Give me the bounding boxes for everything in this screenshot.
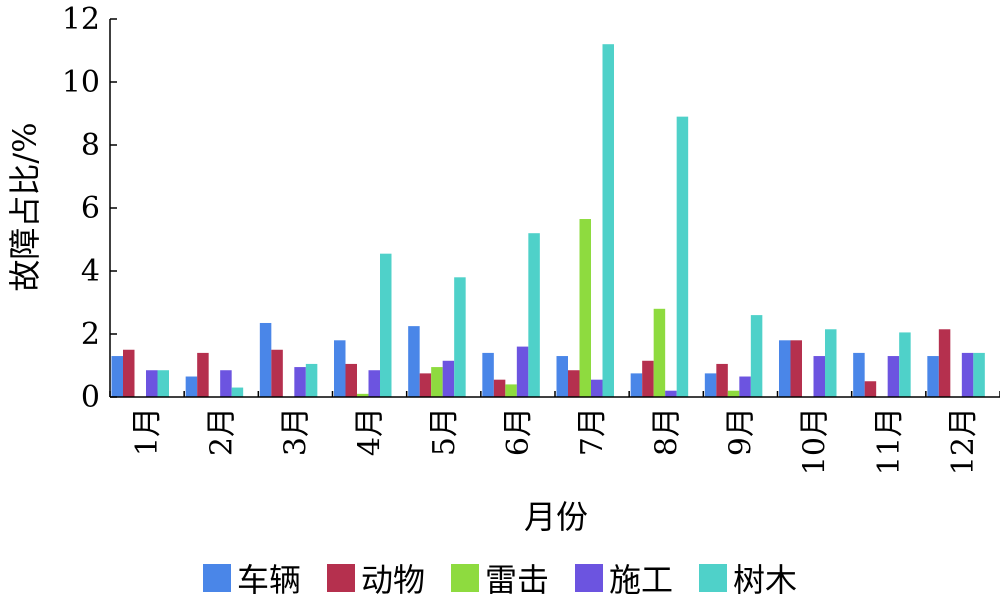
y-tick-label: 4 [81,254,100,289]
bar-雷击-4月 [357,393,369,397]
x-tick-label: 12月 [946,407,981,475]
bar-车辆-11月 [853,352,865,397]
bar-树木-9月 [750,315,763,397]
bar-动物-10月 [790,340,802,397]
bar-动物-12月 [938,329,951,397]
x-tick-label: 7月 [575,407,610,456]
bar-树木-12月 [973,352,985,397]
legend-label: 雷击 [484,560,549,599]
bar-动物-8月 [642,360,654,397]
bar-车辆-10月 [779,340,791,397]
bar-动物-2月 [197,352,209,397]
bar-树木-3月 [305,363,318,397]
bar-施工-10月 [813,356,825,397]
legend-item: 雷击 [450,555,549,601]
legend-label: 树木 [733,560,798,599]
legend-swatch [575,563,603,592]
bar-树木-7月 [602,44,614,397]
bar-树木-5月 [454,277,466,397]
bar-施工-2月 [220,370,232,397]
bar-车辆-8月 [630,373,643,398]
y-axis-title: 故障占比/% [6,122,44,291]
x-tick-label: 1月 [130,407,165,456]
legend-item: 车辆 [202,555,301,601]
bar-树木-6月 [528,233,540,397]
bars-layer [111,44,985,398]
x-tick-label: 4月 [353,407,388,456]
bar-车辆-3月 [259,322,272,397]
tick-labels-layer: 0 2 4 6 8 10 12 1月 2月 3月 4月 5月 6月 7月 8月 9月 10月 11月 12月 [62,2,981,475]
legend-label: 动物 [360,560,425,599]
bar-施工-1月 [146,370,158,397]
legend-item: 树木 [699,555,797,601]
x-tick-label: 8月 [649,407,684,456]
bar-施工-5月 [442,360,455,397]
bar-雷击-9月 [727,390,740,397]
bar-施工-7月 [591,379,603,397]
bar-施工-3月 [294,367,306,397]
bar-车辆-1月 [111,356,123,397]
legend-label: 车辆 [236,560,301,599]
bar-车辆-9月 [704,373,717,398]
bar-动物-11月 [864,381,877,397]
x-tick-label: 10月 [798,407,833,475]
legend-swatch [699,563,728,592]
bar-树木-2月 [231,387,244,397]
bar-车辆-12月 [927,356,939,397]
bar-动物-3月 [271,349,283,397]
bar-施工-4月 [368,370,380,397]
bar-施工-8月 [665,390,677,397]
bar-动物-6月 [493,379,506,397]
bar-施工-11月 [887,356,900,397]
bar-施工-6月 [516,346,529,397]
bar-动物-5月 [419,373,432,398]
bar-车辆-5月 [408,326,420,398]
legend-swatch [450,563,479,592]
x-tick-label: 6月 [501,407,536,456]
bar-车辆-6月 [482,352,494,397]
legend-swatch [326,563,355,592]
bar-树木-8月 [676,116,689,398]
bar-车辆-4月 [334,340,346,397]
y-tick-label: 6 [81,191,100,226]
bar-树木-11月 [899,332,911,397]
legend: 车辆 动物 雷击 施工 树木 [0,555,1000,600]
bar-动物-9月 [716,363,728,397]
y-tick-label: 8 [81,128,100,163]
legend-item: 动物 [326,555,425,601]
y-tick-label: 0 [81,380,100,415]
bar-施工-9月 [739,376,751,397]
bar-雷击-6月 [505,384,517,397]
bar-车辆-7月 [556,356,568,397]
y-tick-label: 10 [62,65,100,100]
x-tick-label: 5月 [427,407,462,456]
bar-施工-12月 [961,352,974,397]
bar-雷击-7月 [579,219,591,397]
y-tick-label: 12 [62,2,100,37]
x-tick-label: 9月 [723,407,758,456]
legend-label: 施工 [609,560,674,599]
y-tick-label: 2 [81,317,100,352]
bar-树木-4月 [380,253,392,397]
x-tick-label: 2月 [204,407,239,456]
chart: 0 2 4 6 8 10 12 1月 2月 3月 4月 5月 6月 7月 8月 9月 10月 11月 12月 故障占… [6,2,1000,536]
bar-车辆-2月 [185,376,198,397]
bar-动物-1月 [123,349,135,397]
bar-动物-4月 [345,363,357,397]
legend-swatch [202,563,231,592]
bar-雷击-8月 [653,308,666,397]
axes-layer [109,18,1000,398]
bar-树木-10月 [825,329,837,397]
x-tick-label: 3月 [278,407,313,456]
bar-雷击-5月 [431,367,443,397]
x-tick-label: 11月 [872,407,907,475]
x-axis-title: 月份 [524,498,588,536]
bar-动物-7月 [568,370,580,397]
legend-item: 施工 [575,555,673,601]
bar-树木-1月 [157,370,169,397]
